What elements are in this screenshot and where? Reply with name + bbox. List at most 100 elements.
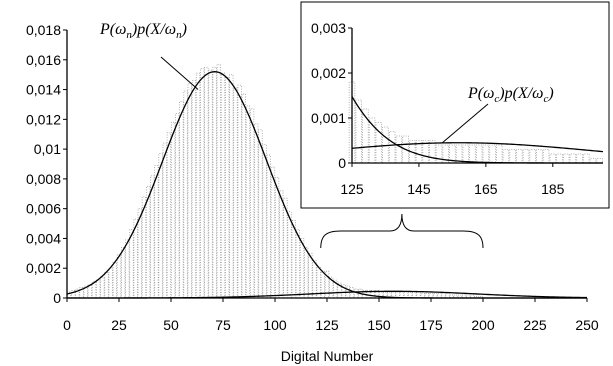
histogram-bar [75, 288, 80, 298]
histogram-bar [166, 132, 172, 298]
histogram-bar [104, 272, 109, 298]
inset-histogram-bar [462, 144, 470, 163]
histogram-bar [341, 284, 346, 298]
inset-histogram-bar [382, 126, 389, 163]
y-tick-label: 0,002 [26, 260, 61, 276]
zoom-brace [320, 213, 484, 249]
histogram-bar [478, 296, 484, 298]
histogram-bar [299, 238, 305, 298]
histogram-bar [133, 218, 138, 298]
inset-histogram-bar [496, 144, 503, 163]
change-label-leader [442, 103, 489, 144]
histogram-bar [358, 288, 363, 298]
inset-histogram-bar [395, 135, 403, 163]
histogram-bar [333, 279, 338, 298]
histogram-bar [274, 177, 280, 298]
inset-x-tick-label: 125 [340, 181, 364, 197]
inset-histogram-bar [375, 122, 383, 163]
histogram-bar [420, 293, 425, 298]
y-tick-label: 0,006 [26, 201, 61, 217]
histogram-bar [262, 144, 267, 298]
histogram-bar [212, 66, 217, 298]
inset-histogram-bar [449, 144, 456, 163]
histogram-bar [237, 84, 242, 298]
histogram-bar [283, 197, 288, 298]
histogram-bar [108, 267, 113, 298]
noise-curve-label-part: n [126, 29, 132, 41]
histogram-bar [229, 74, 234, 298]
histogram-bar [141, 196, 147, 298]
histogram-bar [266, 154, 271, 298]
histogram-bar [150, 175, 155, 298]
histogram-bar [125, 239, 130, 298]
histogram-bar [129, 229, 134, 298]
inset-y-tick-label: 0,001 [311, 110, 346, 126]
inset-histogram-bar [368, 117, 376, 163]
histogram-bar [304, 246, 309, 298]
histogram-bar [312, 260, 317, 298]
histogram-bar [91, 281, 97, 298]
inset-frame [300, 1, 610, 209]
histogram-bar [424, 293, 430, 298]
inset-histogram-bar [522, 149, 530, 163]
inset-histogram-bar [536, 149, 543, 163]
noise-curve-label-part: P(ω [99, 21, 126, 38]
histogram-bar [308, 252, 313, 298]
x-tick-label: 200 [471, 317, 495, 333]
histogram-bar [158, 153, 163, 298]
inset-histogram-bar [469, 144, 476, 163]
histogram-bar [387, 291, 392, 298]
histogram-bar [449, 294, 454, 298]
inset-histogram-bar [502, 149, 510, 163]
x-tick-label: 225 [523, 317, 547, 333]
inset-histogram-bar [542, 149, 550, 163]
histogram-bar [445, 293, 450, 298]
main-annotations: P(ωn)p(X/ωn) [99, 21, 484, 249]
histogram-bar [391, 291, 396, 298]
histogram-bar [154, 165, 159, 298]
histogram-bar [279, 190, 284, 298]
histogram-bar [437, 293, 442, 298]
inset-histogram-bar [415, 140, 423, 163]
x-tick-label: 125 [315, 317, 339, 333]
histogram-bar [183, 90, 188, 298]
inset-histogram-bar [489, 144, 496, 163]
y-tick-label: 0,014 [26, 82, 61, 98]
inset-histogram-bar [435, 144, 443, 163]
histogram-bar [399, 291, 405, 298]
change-curve-label-part: )p(X/ω [498, 85, 543, 102]
inset-histogram-bar [422, 140, 429, 163]
noise-curve-label-part: n [176, 29, 182, 41]
x-axis-title: Digital Number [281, 348, 374, 364]
change-curve-label: P(ωc)p(X/ωc) [467, 85, 554, 105]
x-tick-label: 75 [215, 317, 231, 333]
y-tick-label: 0,018 [26, 22, 61, 38]
histogram-bar [216, 63, 222, 298]
y-tick-label: 0,016 [26, 52, 61, 68]
x-tick-label: 50 [163, 317, 179, 333]
histogram-bar [179, 101, 184, 298]
inset-y-tick-label: 0,003 [311, 20, 346, 36]
noise-curve-label-part: ) [181, 21, 187, 38]
histogram-bar [204, 66, 209, 298]
x-tick-label: 175 [419, 317, 443, 333]
inset-histogram-bar [355, 99, 362, 163]
change-curve-label-part: c [543, 93, 548, 105]
histogram-bar [328, 276, 334, 298]
y-tick-label: 0 [53, 290, 61, 306]
histogram-bar [233, 87, 238, 298]
noise-curve-label: P(ωn)p(X/ωn) [99, 21, 187, 41]
inset-histogram-bar [455, 144, 463, 163]
histogram-bar [287, 211, 292, 298]
inset-y-tick-label: 0,002 [311, 65, 346, 81]
inset-histogram-bar [529, 149, 536, 163]
histogram-bar [457, 294, 463, 298]
histogram-bar [295, 229, 301, 298]
histogram-bar [200, 68, 205, 298]
histogram-bar [395, 291, 400, 298]
histogram-bar [254, 123, 259, 298]
histogram-bar [83, 285, 88, 298]
histogram-bar [408, 291, 413, 298]
histogram-bar [175, 112, 180, 298]
x-tick-label: 25 [111, 317, 127, 333]
